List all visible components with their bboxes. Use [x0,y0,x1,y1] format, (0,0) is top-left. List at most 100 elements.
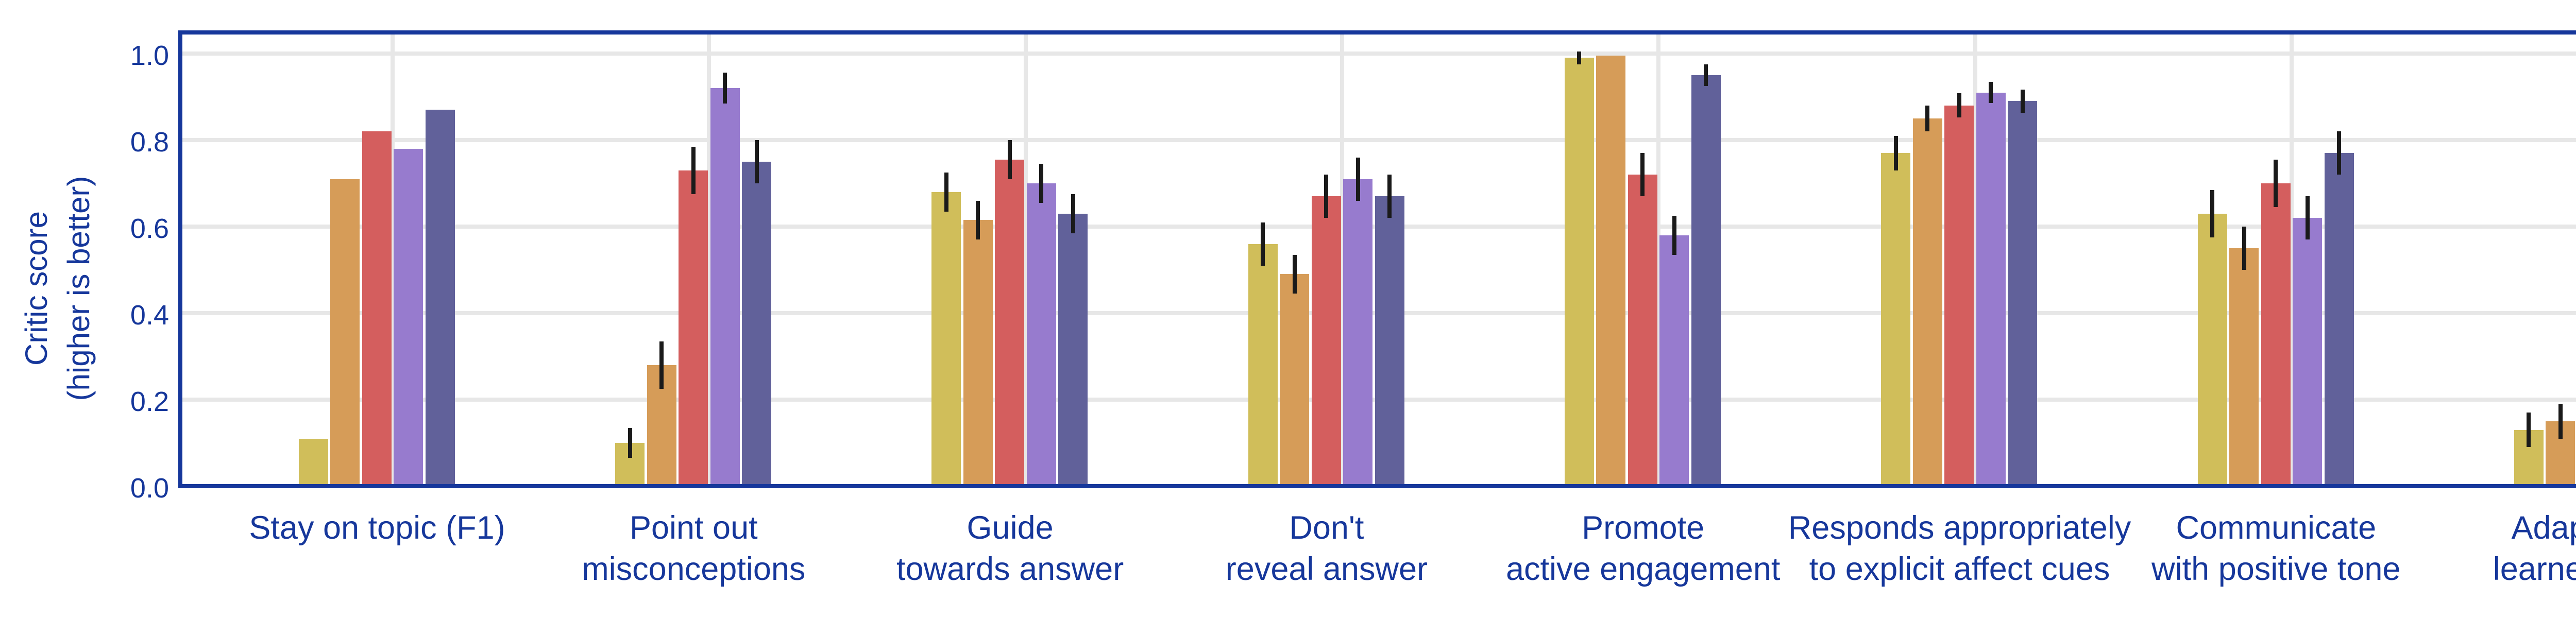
error-bar-M2-cat6 [2274,159,2278,208]
error-bar-M1-cat2 [976,200,980,240]
bar-M1-cat5 [1912,118,1942,484]
bar-M0-cat3 [1248,244,1278,484]
x-tick-label-line: with positive tone [2151,551,2401,587]
x-tick-label-line: Adaptive to [2511,510,2576,546]
bar-LearnLM-Tutor-cat5 [2008,101,2038,484]
error-bar-M3-cat3 [1355,157,1360,201]
bar-M2-cat1 [679,170,708,484]
bar-M3-cat1 [710,88,740,484]
y-tick-label-1.0: 1.0 [130,40,169,71]
x-tick-label-cat5: Responds appropriately to explicit affect… [1764,507,2156,590]
error-bar-LearnLM-Tutor-cat1 [754,140,759,183]
error-bar-M0-cat4 [1577,51,1582,64]
x-tick-label-line: Responds appropriately [1788,510,2131,546]
x-tick-label-cat6: Communicate with positive tone [2080,507,2472,590]
bar-M2-cat3 [1311,196,1341,484]
error-bar-M2-cat3 [1324,175,1329,218]
x-tick-label-cat4: Promote active engagement [1447,507,1839,590]
x-tick-label-line: to explicit affect cues [1809,551,2110,587]
bar-LearnLM-Tutor-cat0 [425,110,455,484]
vertical-gridline [2289,35,2294,484]
y-tick-label-0.4: 0.4 [130,300,169,331]
vertical-gridline [1023,35,1028,484]
vertical-gridline [707,35,711,484]
x-tick-label-line: Guide [967,510,1054,546]
bar-M0-cat2 [931,192,961,484]
error-bar-M0-cat6 [2210,190,2215,237]
error-bar-M0-cat5 [1893,135,1898,170]
x-tick-label-cat0: Stay on topic (F1) [181,507,573,548]
x-tick-label-line: Promote [1582,510,1705,546]
error-bar-LearnLM-Tutor-cat3 [1387,175,1392,218]
x-tick-label-line: misconceptions [582,551,806,587]
bar-M3-cat2 [1026,183,1056,484]
error-bar-M3-cat4 [1672,216,1676,255]
error-bar-M3-cat5 [1989,82,1993,103]
bar-M3-cat3 [1343,179,1373,484]
bar-M3-cat6 [2293,218,2323,484]
error-bar-M2-cat4 [1640,153,1645,197]
vertical-gridline [1656,35,1661,484]
bar-LearnLM-Tutor-cat2 [1058,213,1088,484]
bar-LearnLM-Tutor-cat3 [1375,196,1404,484]
error-bar-LearnLM-Tutor-cat2 [1071,194,1075,233]
x-tick-label-cat2: Guide towards answer [815,507,1206,590]
bar-M0-cat6 [2197,213,2227,484]
x-tick-label-line: Point out [629,510,758,546]
x-tick-label-line: active engagement [1506,551,1781,587]
error-bar-M3-cat6 [2305,196,2310,240]
error-bar-M2-cat1 [691,146,696,194]
bar-M0-cat0 [298,438,328,484]
error-bar-M3-cat2 [1039,164,1044,203]
bar-M3-cat0 [394,148,423,484]
bar-M1-cat3 [1280,274,1310,484]
error-bar-M3-cat1 [723,72,727,104]
error-bar-LearnLM-Tutor-cat5 [2020,89,2025,113]
x-tick-label-line: Communicate [2176,510,2377,546]
bar-M1-cat0 [330,179,360,484]
error-bar-LearnLM-Tutor-cat6 [2337,131,2342,175]
plot-area [178,30,2576,488]
x-tick-label-cat7: Adaptive to learner's level [2397,507,2576,590]
error-bar-M1-cat1 [659,341,664,389]
bar-M2-cat4 [1628,175,1657,484]
bar-M0-cat4 [1564,58,1594,484]
x-tick-label-line: Don't [1289,510,1364,546]
y-tick-label-0.8: 0.8 [130,127,169,158]
vertical-gridline [391,35,395,484]
bar-M2-cat6 [2261,183,2291,484]
bar-M1-cat4 [1596,56,1626,484]
error-bar-M0-cat7 [2527,413,2531,448]
x-tick-label-line: learner's level [2493,551,2576,587]
error-bar-M1-cat6 [2242,227,2246,270]
bar-M2-cat2 [995,159,1025,484]
error-bar-M2-cat5 [1957,93,1961,118]
bar-M2-cat0 [362,131,392,484]
vertical-gridline [1973,35,1977,484]
error-bar-M2-cat2 [1007,140,1012,179]
error-bar-LearnLM-Tutor-cat4 [1704,64,1708,86]
error-bar-M0-cat3 [1261,222,1265,266]
y-tick-label-0.6: 0.6 [130,213,169,244]
bar-M2-cat5 [1944,105,1974,484]
x-tick-label-line: towards answer [896,551,1124,587]
horizontal-gridline [182,138,2576,142]
x-tick-label-line: reveal answer [1225,551,1428,587]
vertical-gridline [1340,35,1344,484]
bar-M3-cat4 [1659,235,1689,484]
error-bar-M0-cat2 [944,173,948,212]
bar-M3-cat5 [1976,92,2006,484]
bar-LearnLM-Tutor-cat4 [1691,75,1721,484]
horizontal-gridline [182,52,2576,56]
y-tick-label-0.2: 0.2 [130,386,169,417]
bar-M0-cat5 [1881,153,1911,484]
error-bar-M1-cat5 [1925,105,1930,132]
x-tick-label-cat3: Don't reveal answer [1131,507,1522,590]
error-bar-M1-cat3 [1292,254,1297,294]
bar-M1-cat6 [2229,248,2259,484]
plot-inner-area [182,35,2576,484]
x-tick-label-cat1: Point out misconceptions [498,507,889,590]
bar-LearnLM-Tutor-cat6 [2324,153,2354,484]
error-bar-M0-cat1 [628,427,632,458]
x-tick-label-line: Stay on topic (F1) [249,510,505,546]
